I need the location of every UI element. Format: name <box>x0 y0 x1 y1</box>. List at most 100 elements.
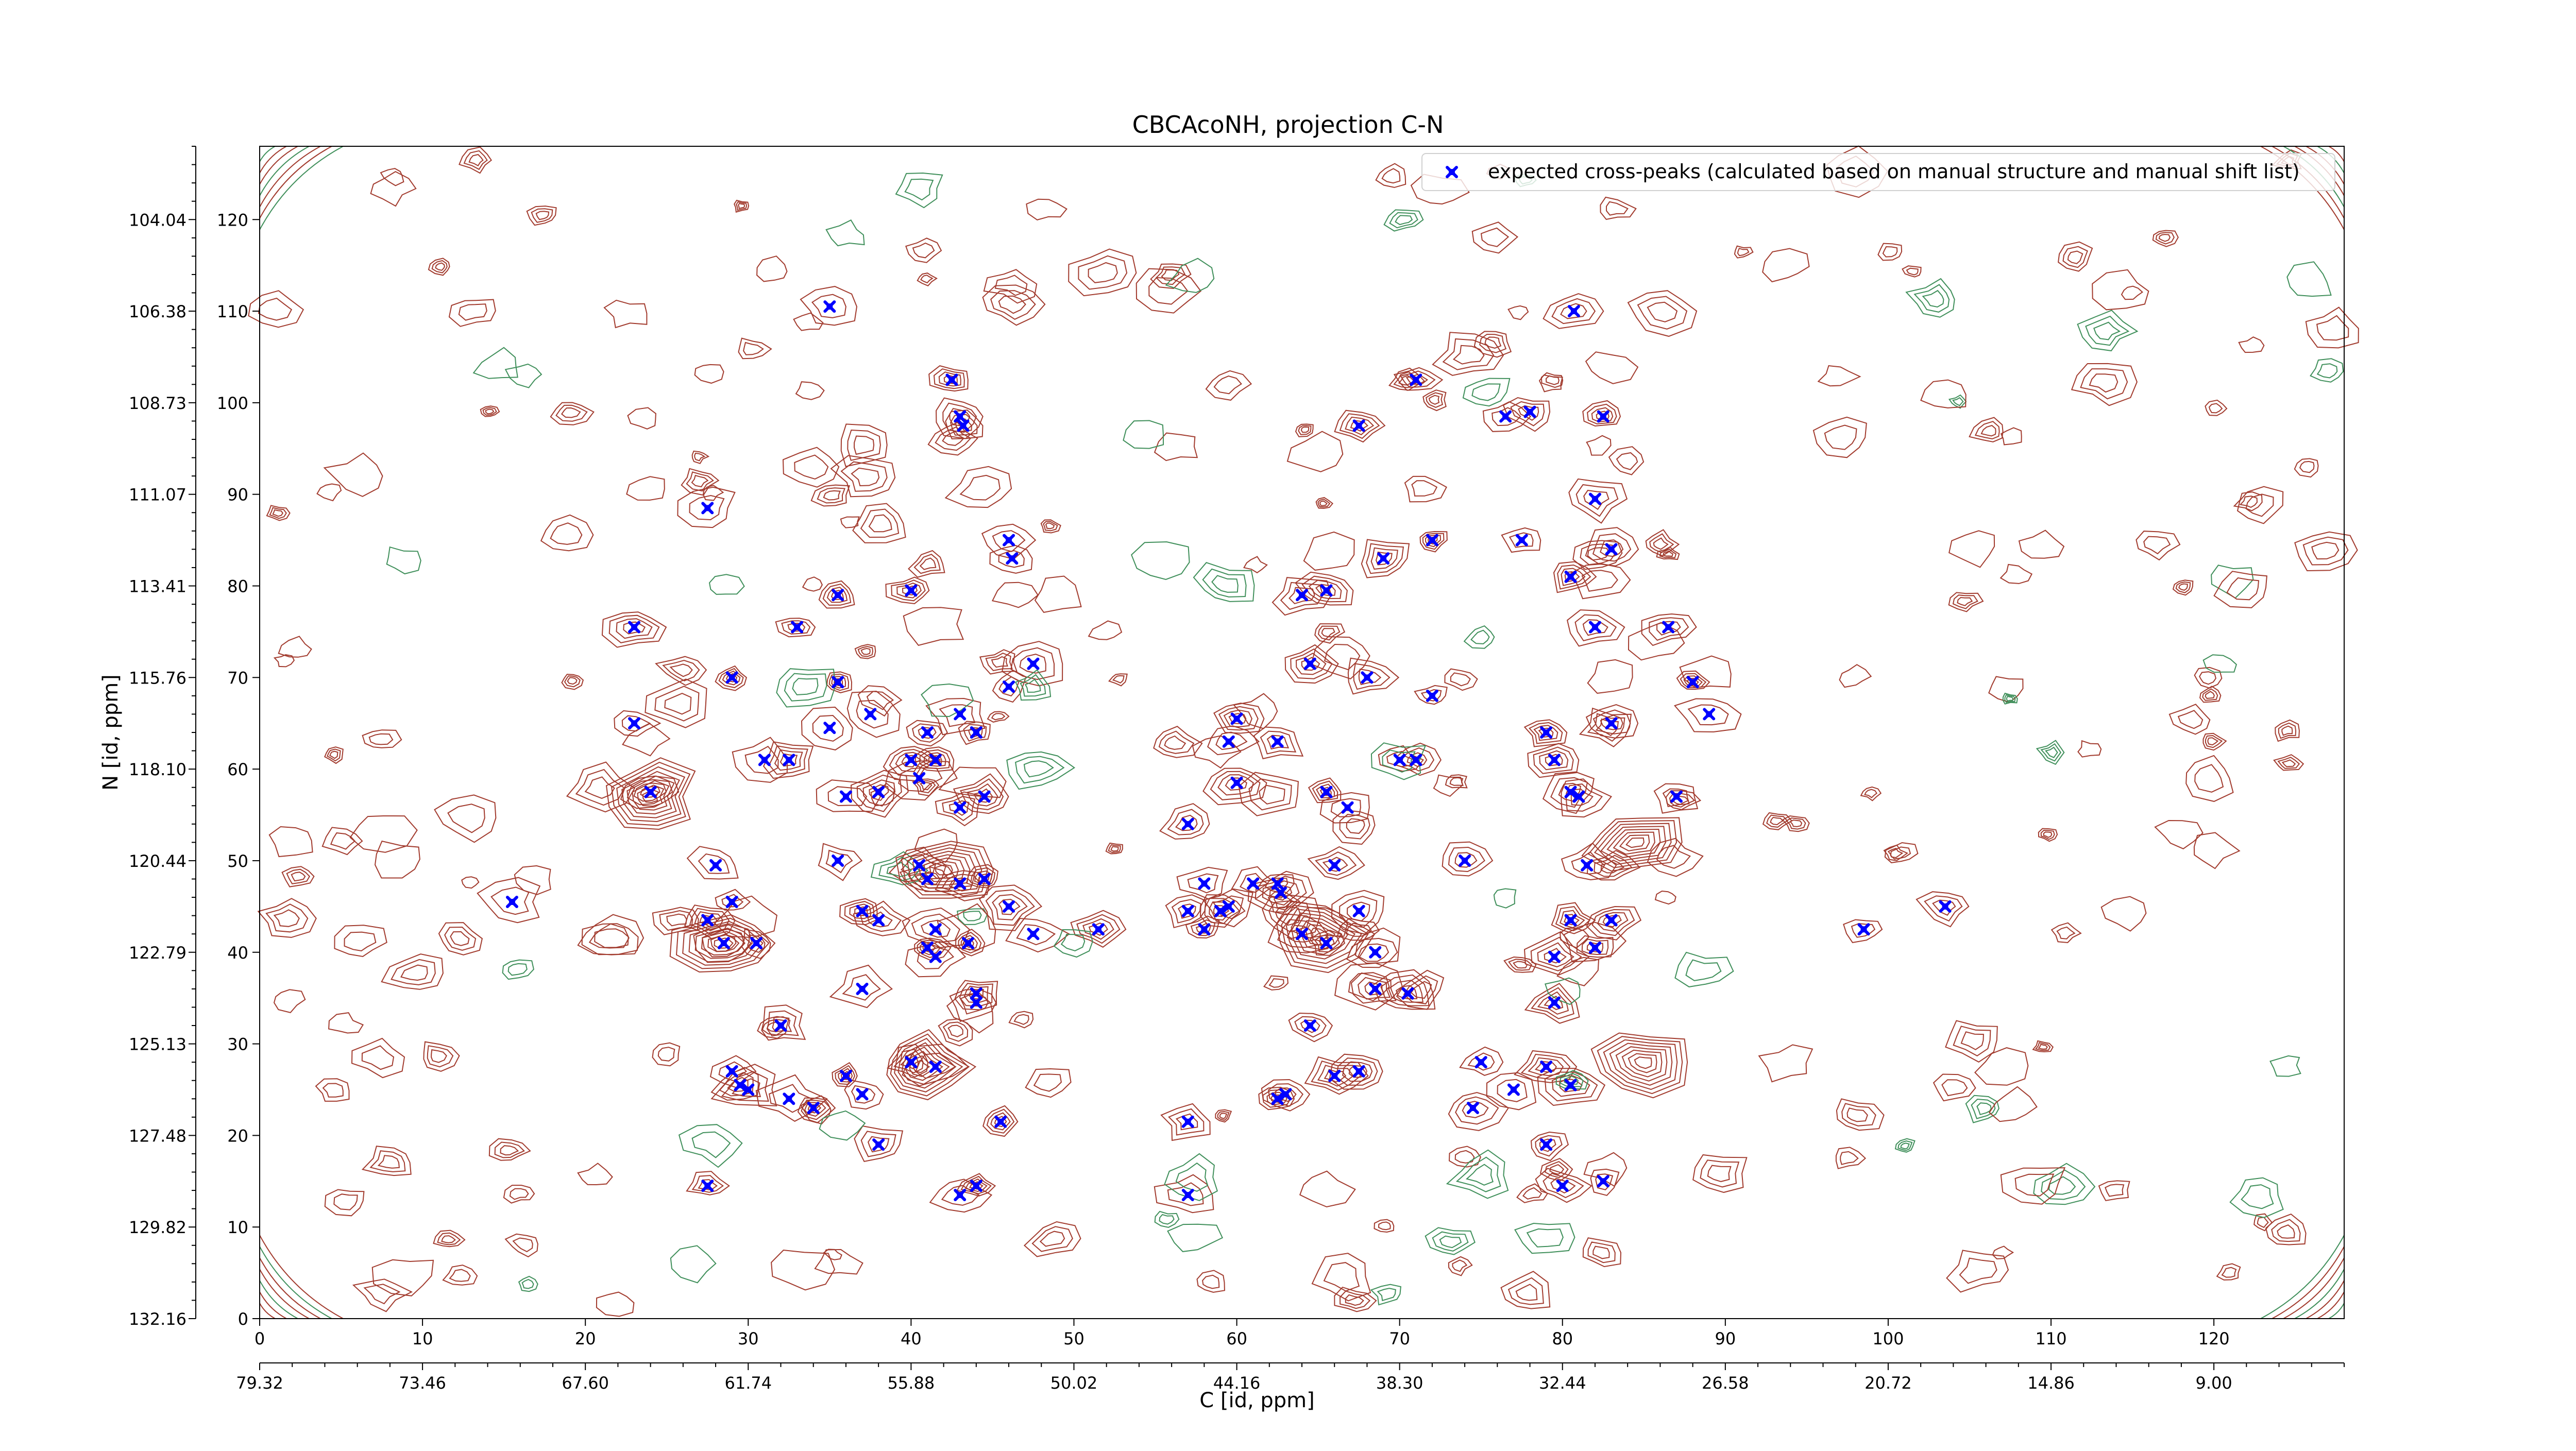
contour-line <box>381 953 444 990</box>
contour-line <box>1591 909 1635 936</box>
contour-line <box>1321 628 1335 638</box>
cross-peak-marker <box>1328 859 1341 872</box>
cross-peak-marker <box>1857 923 1870 936</box>
contour-line <box>1159 803 1210 840</box>
contour-line <box>603 299 648 329</box>
x-tick-label-ppm: 20.72 <box>1865 1373 1912 1393</box>
contour-line <box>1945 1020 1998 1063</box>
contour-line <box>775 618 816 638</box>
contour-line <box>1262 880 1300 906</box>
contour-line <box>2281 725 2293 736</box>
cross-peak-marker <box>872 914 885 927</box>
contour-line <box>1411 480 1438 497</box>
contour-line <box>2211 565 2254 599</box>
marker-core <box>761 757 768 763</box>
contour-line <box>2158 234 2171 242</box>
contour-line <box>715 665 748 691</box>
contour-line <box>979 884 1043 931</box>
contour-line <box>1068 248 1137 297</box>
contour-line <box>854 1125 904 1163</box>
contour-line <box>1155 266 1186 285</box>
marker-core <box>1608 546 1615 553</box>
marker-core <box>1323 940 1330 946</box>
marker-core <box>1449 169 1455 175</box>
contour-line <box>1303 531 1355 571</box>
y-tick-label-ppm: 132.16 <box>129 1309 187 1329</box>
contour-line <box>895 841 994 899</box>
contour-line <box>1311 1060 1362 1091</box>
contour-line <box>2271 1219 2301 1242</box>
contour-line <box>1317 625 1341 641</box>
contour-line <box>825 219 865 247</box>
contour-line <box>818 580 855 609</box>
contour-line <box>1685 959 1722 981</box>
marker-core <box>1567 789 1574 795</box>
contour-line <box>1034 575 1082 613</box>
cross-peak-marker <box>1352 419 1365 432</box>
contour-line <box>1575 484 1619 517</box>
cross-peak-marker <box>1564 1079 1577 1091</box>
marker-core <box>1323 587 1330 594</box>
contour-line <box>784 673 827 702</box>
marker-core <box>1274 880 1281 887</box>
contour-line <box>2018 530 2065 559</box>
contour-line <box>330 832 356 850</box>
contour-line <box>1248 778 1292 811</box>
contour-line <box>1594 823 1672 865</box>
marker-core <box>859 908 866 914</box>
contour-line <box>1304 1056 1369 1095</box>
marker-core <box>859 985 866 992</box>
contour-line <box>1263 975 1289 991</box>
contour-line <box>936 397 984 439</box>
contour-line <box>259 146 298 185</box>
contour-line <box>272 509 284 517</box>
contour-line <box>954 980 998 1011</box>
x-tick-label-ppm: 61.74 <box>724 1373 772 1393</box>
marker-core <box>1404 990 1411 997</box>
cross-peak-marker <box>1296 928 1308 941</box>
contour-line <box>1924 895 1963 922</box>
contour-line <box>1543 1172 1584 1199</box>
y-tick-label-ppm: 125.13 <box>129 1035 187 1054</box>
contour-line <box>1479 333 1507 353</box>
contour-line <box>1890 846 1911 860</box>
contour-line <box>1410 981 1432 999</box>
contour-line <box>535 211 550 220</box>
contour-line <box>1992 1245 2014 1260</box>
marker-core <box>842 1072 849 1079</box>
contour-line <box>800 1095 832 1125</box>
contour-line <box>518 1275 538 1292</box>
cross-peak-marker <box>929 1061 942 1073</box>
cross-peak-marker <box>1507 1083 1520 1096</box>
contour-line <box>1319 792 1370 824</box>
contour-line <box>1308 579 1342 600</box>
contour-line <box>521 1278 534 1289</box>
contour-line <box>334 925 387 958</box>
contour-line <box>581 923 639 955</box>
contour-line <box>801 706 853 750</box>
contour-line <box>1564 1076 1579 1085</box>
contour-line <box>1535 1135 1563 1157</box>
contour-line <box>2213 571 2267 608</box>
contour-line <box>1471 221 1519 254</box>
cross-peak-marker <box>1181 1188 1194 1201</box>
contour-line <box>442 1265 478 1286</box>
cross-peak-marker <box>921 726 934 739</box>
cross-peak-marker <box>962 936 975 949</box>
contour-line <box>351 1037 405 1079</box>
marker-core <box>1095 926 1101 933</box>
contour-line <box>324 1189 365 1217</box>
contour-line <box>1393 367 1444 391</box>
contour-line <box>1164 1153 1218 1201</box>
contour-line <box>1202 1274 1220 1289</box>
contour-line <box>2040 743 2062 762</box>
contour-line <box>1542 771 1595 814</box>
contour-line <box>846 690 901 738</box>
contour-line <box>919 557 937 570</box>
x-tick-label-index: 10 <box>412 1329 433 1348</box>
contour-line <box>2205 399 2228 416</box>
contour-line <box>1597 912 1629 932</box>
contour-line <box>1952 397 1964 406</box>
cross-peak-marker <box>1341 801 1354 814</box>
